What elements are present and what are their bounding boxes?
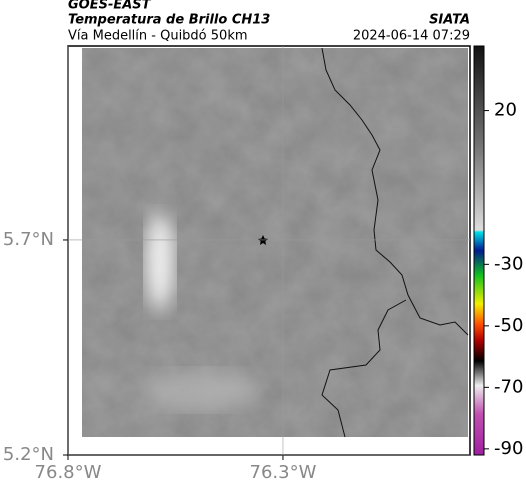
colorbar-label: -90 — [494, 438, 523, 459]
admin-border — [321, 47, 469, 438]
product-title: Temperatura de Brillo CH13 — [68, 13, 270, 28]
cloud-cell — [146, 214, 174, 310]
agency-label: SIATA — [429, 13, 470, 28]
cloud-texture — [82, 48, 468, 437]
x-tick-label: 76.3°W — [250, 462, 317, 483]
colorbar-label: -30 — [494, 253, 523, 274]
route-subtitle: Vía Medellín - Quibdó 50km — [68, 29, 248, 44]
colorbar — [473, 45, 485, 456]
source-title: GOES-EAST — [68, 0, 152, 13]
colorbar-label: -50 — [494, 315, 523, 336]
y-tick-label: 5.7°N — [3, 229, 54, 250]
colorbar-label: 20 — [494, 100, 517, 121]
colorbar-label: -70 — [494, 376, 523, 397]
timestamp: 2024-06-14 07:29 — [353, 29, 470, 44]
y-tick-label: 5.2°N — [3, 444, 54, 465]
x-tick-label: 76.8°W — [35, 462, 102, 483]
cloud-cell — [140, 370, 260, 410]
